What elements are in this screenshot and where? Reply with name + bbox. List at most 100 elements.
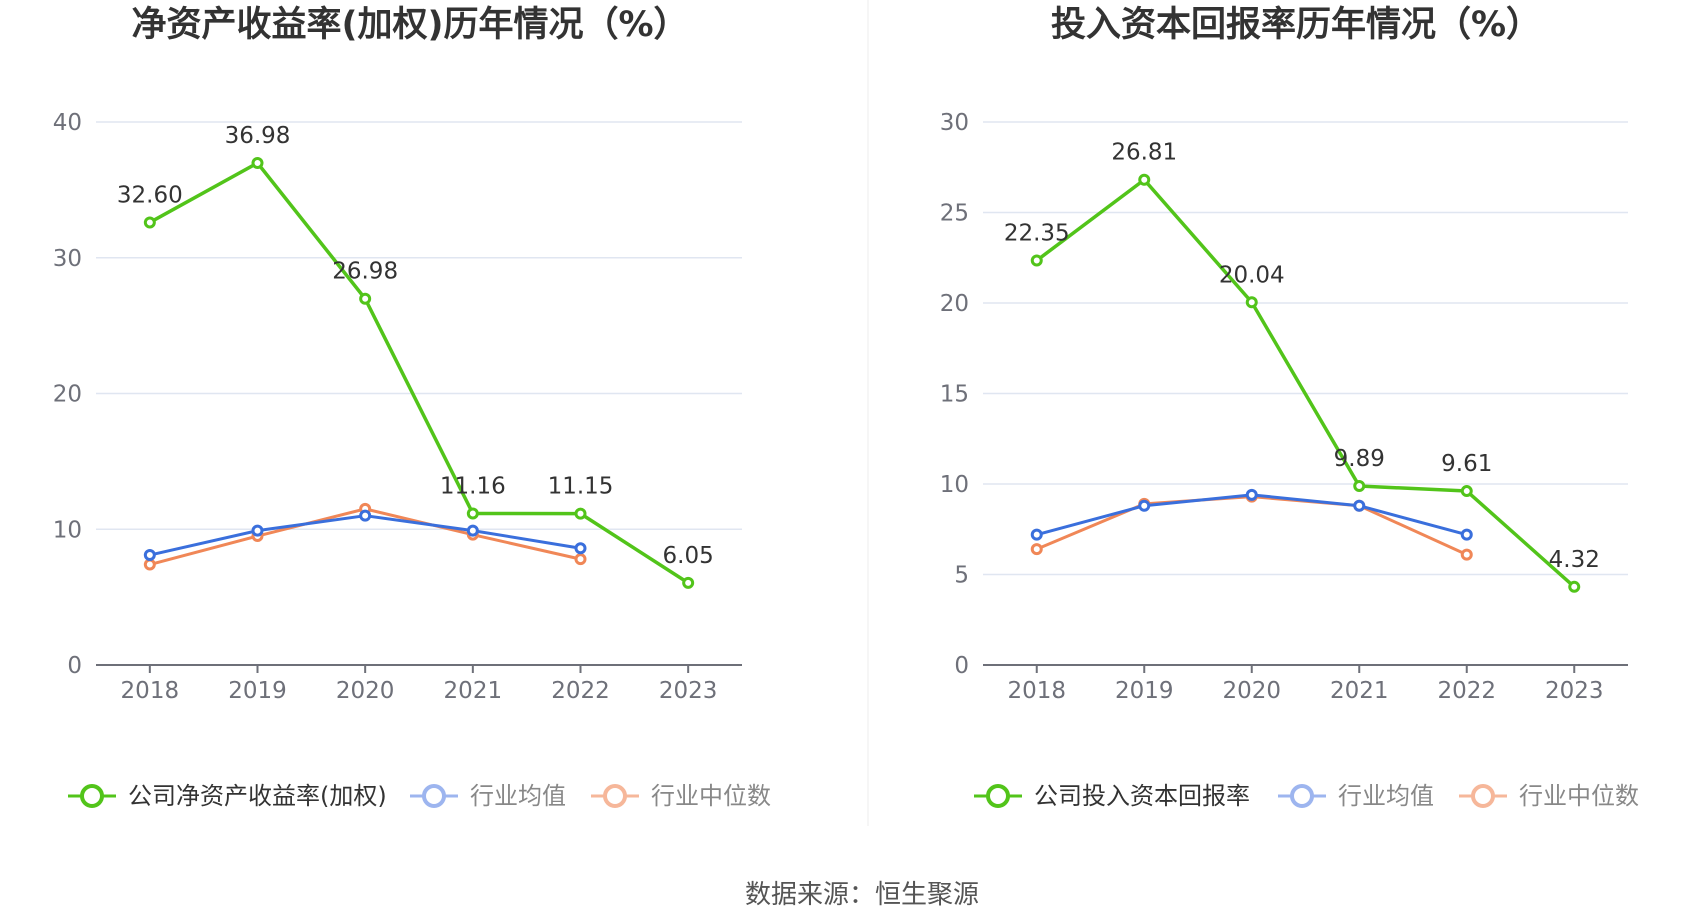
roe-chart-panel: 净资产收益率(加权)历年情况（%） 0 10 20 30 40 2018 2019 2020 2… <box>53 5 771 810</box>
legend-company-circle-icon <box>986 784 1010 808</box>
legend-company-circle-icon <box>80 784 104 808</box>
roic-y-tick-label: 20 <box>940 291 969 317</box>
roe-x-tick-label: 2018 <box>121 678 180 704</box>
roic-data-label: 20.04 <box>1219 262 1285 288</box>
roe-point-company[interactable] <box>143 216 156 229</box>
roic-point-company[interactable] <box>1138 173 1151 186</box>
roe-x-tick-label: 2022 <box>551 678 610 704</box>
roe-point-median[interactable] <box>143 558 156 571</box>
roic-y-tick-label: 10 <box>940 472 969 498</box>
legend-median-roic-label: 行业中位数 <box>1519 782 1639 810</box>
roe-point-avg[interactable] <box>251 524 264 537</box>
roic-chart-title: 投入资本回报率历年情况（%） <box>1051 5 1541 45</box>
roic-point-company[interactable] <box>1568 580 1581 593</box>
roic-y-tick-label: 15 <box>940 382 969 408</box>
roic-point-company[interactable] <box>1030 254 1043 267</box>
roe-y-tick-label: 20 <box>53 382 82 408</box>
roic-point-median[interactable] <box>1460 548 1473 561</box>
roic-legend: 公司投入资本回报率 行业均值 行业中位数 <box>974 782 1639 810</box>
data-source-note: 数据来源：恒生聚源 <box>745 880 979 910</box>
roic-point-avg[interactable] <box>1353 499 1366 512</box>
roe-x-tick-label: 2019 <box>228 678 287 704</box>
roe-legend: 公司净资产收益率(加权) 行业均值 行业中位数 <box>68 782 771 810</box>
legend-avg-roic-label: 行业均值 <box>1338 782 1434 810</box>
legend-avg-roe-label: 行业均值 <box>470 782 566 810</box>
roe-data-labels: 32.60 36.98 26.98 11.16 11.15 6.05 <box>117 123 714 569</box>
roe-point-avg[interactable] <box>574 542 587 555</box>
roe-x-tick-label: 2020 <box>336 678 395 704</box>
roe-data-label: 11.15 <box>548 474 614 500</box>
roic-x-tick-label: 2018 <box>1007 678 1066 704</box>
roic-point-company[interactable] <box>1353 479 1366 492</box>
roe-data-label: 32.60 <box>117 182 183 208</box>
roic-y-tick-label: 5 <box>954 563 969 589</box>
roe-y-tick-label: 0 <box>67 653 82 679</box>
roic-x-tick-label: 2022 <box>1437 678 1496 704</box>
roic-data-label: 22.35 <box>1004 220 1070 246</box>
roe-point-company[interactable] <box>682 576 695 589</box>
roic-point-avg[interactable] <box>1138 499 1151 512</box>
roe-point-company[interactable] <box>466 507 479 520</box>
roe-x-tick-label: 2021 <box>444 678 503 704</box>
roe-y-tick-label: 30 <box>53 246 82 272</box>
legend-item-avg-roe[interactable]: 行业均值 <box>410 782 566 810</box>
legend-median-circle-icon <box>603 784 627 808</box>
roic-series-line-median <box>1036 495 1468 556</box>
roic-series <box>1030 173 1581 593</box>
roe-point-median[interactable] <box>574 553 587 566</box>
roic-x-tick-label: 2023 <box>1545 678 1604 704</box>
roic-data-label: 9.89 <box>1334 446 1385 472</box>
legend-avg-circle-icon <box>422 784 446 808</box>
roe-y-tick-label: 40 <box>53 110 82 136</box>
legend-avg-circle-icon <box>1290 784 1314 808</box>
roic-data-label: 4.32 <box>1549 547 1600 573</box>
roic-x-tick-label: 2019 <box>1115 678 1174 704</box>
legend-median-circle-icon <box>1471 784 1495 808</box>
legend-item-median-roe[interactable]: 行业中位数 <box>591 782 771 810</box>
roe-grid <box>96 121 742 530</box>
roic-data-label: 9.61 <box>1441 451 1492 477</box>
roic-x-tick-label: 2020 <box>1222 678 1281 704</box>
roe-series-line-company <box>148 161 690 585</box>
roic-series-line-company <box>1035 177 1576 589</box>
roic-data-labels: 22.35 26.81 20.04 9.89 9.61 4.32 <box>1004 140 1600 573</box>
roic-chart-panel: 投入资本回报率历年情况（%） 0 5 10 15 20 25 30 2018 2019 2020 2… <box>940 5 1639 810</box>
roic-point-company[interactable] <box>1460 485 1473 498</box>
legend-item-median-roic[interactable]: 行业中位数 <box>1459 782 1639 810</box>
roe-data-label: 6.05 <box>663 543 714 569</box>
legend-company-roe-label: 公司净资产收益率(加权) <box>128 782 387 810</box>
roic-y-tick-label: 25 <box>940 201 969 227</box>
legend-item-company-roe[interactable]: 公司净资产收益率(加权) <box>68 782 387 810</box>
roe-series <box>143 156 695 589</box>
legend-company-roic-label: 公司投入资本回报率 <box>1034 782 1250 810</box>
roe-point-company[interactable] <box>574 507 587 520</box>
roe-point-avg[interactable] <box>466 524 479 537</box>
roic-data-label: 26.81 <box>1111 140 1177 166</box>
roic-x-tick-label: 2021 <box>1330 678 1389 704</box>
roe-axes: 0 10 20 30 40 2018 2019 2020 2021 2022 2023 <box>53 110 742 704</box>
roe-data-label: 36.98 <box>225 123 291 149</box>
roic-point-median[interactable] <box>1030 543 1043 556</box>
legend-item-avg-roic[interactable]: 行业均值 <box>1278 782 1434 810</box>
roe-point-company[interactable] <box>251 156 264 169</box>
roe-x-tick-label: 2023 <box>659 678 718 704</box>
roic-point-avg[interactable] <box>1245 488 1258 501</box>
roe-point-avg[interactable] <box>143 549 156 562</box>
roic-point-avg[interactable] <box>1030 528 1043 541</box>
roe-chart-title: 净资产收益率(加权)历年情况（%） <box>131 5 688 45</box>
legend-median-roe-label: 行业中位数 <box>651 782 771 810</box>
roe-point-company[interactable] <box>359 292 372 305</box>
roe-y-tick-label: 10 <box>53 517 82 543</box>
roic-y-tick-label: 30 <box>940 110 969 136</box>
roe-data-label: 26.98 <box>332 259 398 285</box>
roic-y-tick-label: 0 <box>954 653 969 679</box>
roic-point-avg[interactable] <box>1460 528 1473 541</box>
roic-grid <box>983 121 1628 576</box>
legend-item-company-roic[interactable]: 公司投入资本回报率 <box>974 782 1250 810</box>
roic-axes: 0 5 10 15 20 25 30 2018 2019 2020 2021 2022 2023 <box>940 110 1628 704</box>
roe-point-avg[interactable] <box>359 509 372 522</box>
roic-point-company[interactable] <box>1245 296 1258 309</box>
roe-data-label: 11.16 <box>440 474 506 500</box>
